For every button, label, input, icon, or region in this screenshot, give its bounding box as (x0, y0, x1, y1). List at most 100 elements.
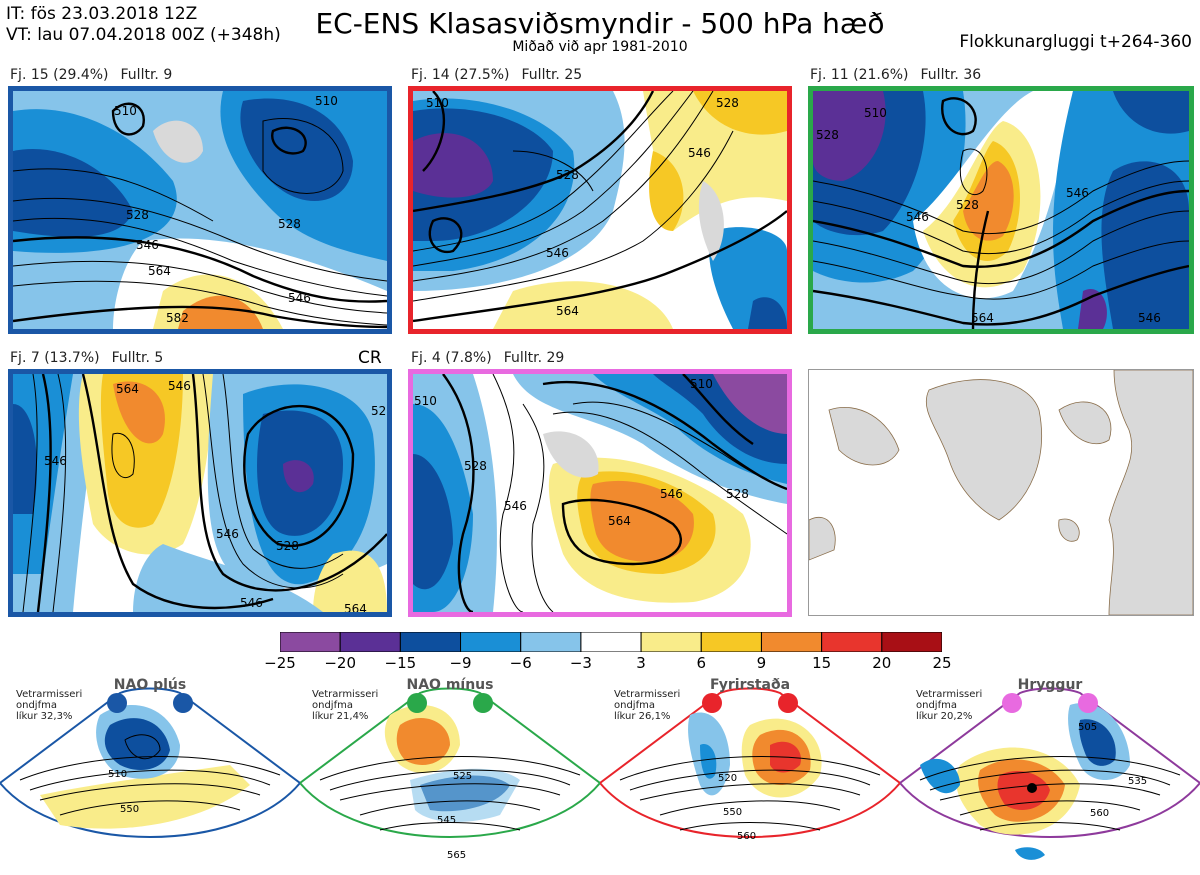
regime-nao-plus: NAO plús Vetrarmisseri ondjfma líkur 32,… (0, 675, 302, 871)
colorbar-swatch (279, 631, 341, 653)
regime-info: Vetrarmisseri ondjfma líkur 32,3% (16, 689, 82, 722)
regime-info: Vetrarmisseri ondjfma líkur 20,2% (916, 689, 982, 722)
panel-label-3: Fj. 11 (21.6%) Fulltr. 36 (810, 67, 993, 83)
regime-prob: líkur 21,4% (312, 711, 369, 722)
panel-cluster: Fj. 14 (27.5%) (411, 67, 510, 83)
contour-label: 528 (276, 539, 299, 553)
contour-label: 582 (166, 311, 189, 325)
contour-label: 528 (816, 128, 839, 142)
regime-contour-label: 565 (447, 850, 467, 861)
contour-label: 546 (906, 210, 929, 224)
colorbar-tick-label: −25 (264, 654, 296, 672)
map-panel-3[interactable]: 510 528 546 546 528 564 546 (808, 86, 1194, 334)
colorbar-swatch (881, 631, 943, 653)
panel-label-2: Fj. 14 (27.5%) Fulltr. 25 (411, 67, 594, 83)
regime-contour-label: 510 (108, 769, 128, 780)
panel-members: Fulltr. 36 (920, 67, 982, 83)
contour-label: 528 (278, 217, 301, 231)
colorbar-tick-label: −3 (569, 654, 592, 672)
colorbar-swatch (700, 631, 762, 653)
colorbar-tick-label: 3 (636, 654, 646, 672)
contour-label: 528 (371, 404, 392, 418)
header-times: IT: fös 23.03.2018 12Z VT: lau 07.04.201… (6, 4, 281, 46)
map-panel-2-graphic (413, 91, 787, 329)
contour-label: 510 (315, 94, 338, 108)
contour-label: 546 (688, 146, 711, 160)
regime-contour-label: 560 (737, 831, 757, 842)
panel-label-4: Fj. 7 (13.7%) Fulltr. 5 (10, 350, 175, 366)
panel-members: Fulltr. 9 (120, 67, 173, 83)
colorbar-swatch (580, 631, 642, 653)
contour-label: 510 (864, 106, 887, 120)
valid-time: VT: lau 07.04.2018 00Z (+348h) (6, 25, 281, 45)
regime-contour-label: 560 (1090, 808, 1110, 819)
contour-label: 546 (546, 246, 569, 260)
colorbar-tick-label: 25 (932, 654, 952, 672)
panel-members: Fulltr. 29 (503, 350, 565, 366)
contour-label: 528 (956, 198, 979, 212)
contour-label: 564 (556, 304, 579, 318)
contour-label: 546 (136, 238, 159, 252)
contour-label: 528 (464, 459, 487, 473)
regime-contour-label: 550 (723, 807, 743, 818)
colorbar-tick-label: 9 (756, 654, 767, 672)
contour-label: 510 (114, 104, 137, 118)
regime-info: Vetrarmisseri ondjfma líkur 21,4% (312, 689, 378, 722)
contour-label: 510 (414, 394, 437, 408)
page-subtitle: Miðað við apr 1981-2010 (512, 39, 688, 55)
reference-map (808, 369, 1194, 616)
colorbar-tick-label: −15 (384, 654, 417, 672)
clustering-window: Flokkunargluggi t+264-360 (959, 32, 1192, 52)
map-panel-1[interactable]: 510 528 546 564 546 582 528 510 (8, 86, 392, 334)
regime-prob: líkur 32,3% (16, 711, 73, 722)
reference-map-graphic (809, 370, 1193, 615)
map-panel-4[interactable]: 564 546 546 528 546 546 564 528 (8, 369, 392, 617)
panel-label-1: Fj. 15 (29.4%) Fulltr. 9 (10, 67, 184, 83)
colorbar-swatch (520, 631, 582, 653)
colorbar-swatch (399, 631, 462, 653)
regime-title: Fyrirstaða (709, 677, 791, 693)
contour-label: 546 (1138, 311, 1161, 325)
init-time: IT: fös 23.03.2018 12Z (6, 4, 198, 24)
panel-members: Fulltr. 25 (521, 67, 583, 83)
colorbar-tick-label: 6 (696, 654, 707, 672)
contour-label: 546 (168, 379, 191, 393)
contour-label: 564 (116, 382, 139, 396)
contour-label: 510 (426, 96, 449, 110)
contour-label: 528 (556, 168, 579, 182)
regime-season: Vetrarmisseri (16, 689, 83, 700)
colorbar-swatch (821, 631, 883, 653)
contour-label: 564 (971, 311, 994, 325)
colorbar-tick-label: 20 (872, 654, 892, 672)
map-panel-1-graphic (13, 91, 387, 329)
regime-ridge-graphic (898, 687, 1200, 860)
map-panel-4-graphic (13, 374, 387, 612)
map-panel-5[interactable]: 510 528 546 564 546 528 510 (408, 369, 792, 617)
panel-cluster: Fj. 11 (21.6%) (810, 67, 909, 83)
regime-prob: líkur 26,1% (614, 711, 671, 722)
contour-label: 564 (148, 264, 171, 278)
colorbar-tick-label: −20 (324, 654, 356, 672)
map-panel-2[interactable]: 510 528 546 528 564 546 (408, 86, 792, 334)
panel-members: Fulltr. 5 (111, 350, 164, 366)
regime-ridge: Hryggur Vetrarmisseri ondjfma líkur 20,2… (898, 675, 1200, 871)
colorbar-labels: −25 −20 −15 −9 −6 −3 3 6 9 15 20 25 (264, 654, 951, 674)
regime-prob: líkur 20,2% (916, 711, 973, 722)
contour-label: 564 (608, 514, 631, 528)
regime-nao-plus-graphic (0, 687, 302, 838)
regime-season: Vetrarmisseri (312, 689, 379, 700)
regime-type: ondjfma (312, 700, 353, 711)
regime-blocking-graphic (598, 687, 902, 838)
contour-label: 546 (240, 596, 263, 610)
regime-nao-minus-graphic (298, 687, 602, 838)
contour-label: 546 (216, 527, 239, 541)
contour-label: 510 (690, 377, 713, 391)
panel-cluster: Fj. 7 (13.7%) (10, 350, 100, 366)
regime-contour-label: 550 (120, 804, 140, 815)
contour-label: 546 (504, 499, 527, 513)
regime-blocking: Fyrirstaða Vetrarmisseri ondjfma líkur 2… (598, 675, 902, 871)
regime-season: Vetrarmisseri (916, 689, 983, 700)
colorbar-swatch (339, 631, 401, 653)
regime-type: ondjfma (614, 700, 655, 711)
panel-label-5: Fj. 4 (7.8%) Fulltr. 29 (411, 350, 576, 366)
